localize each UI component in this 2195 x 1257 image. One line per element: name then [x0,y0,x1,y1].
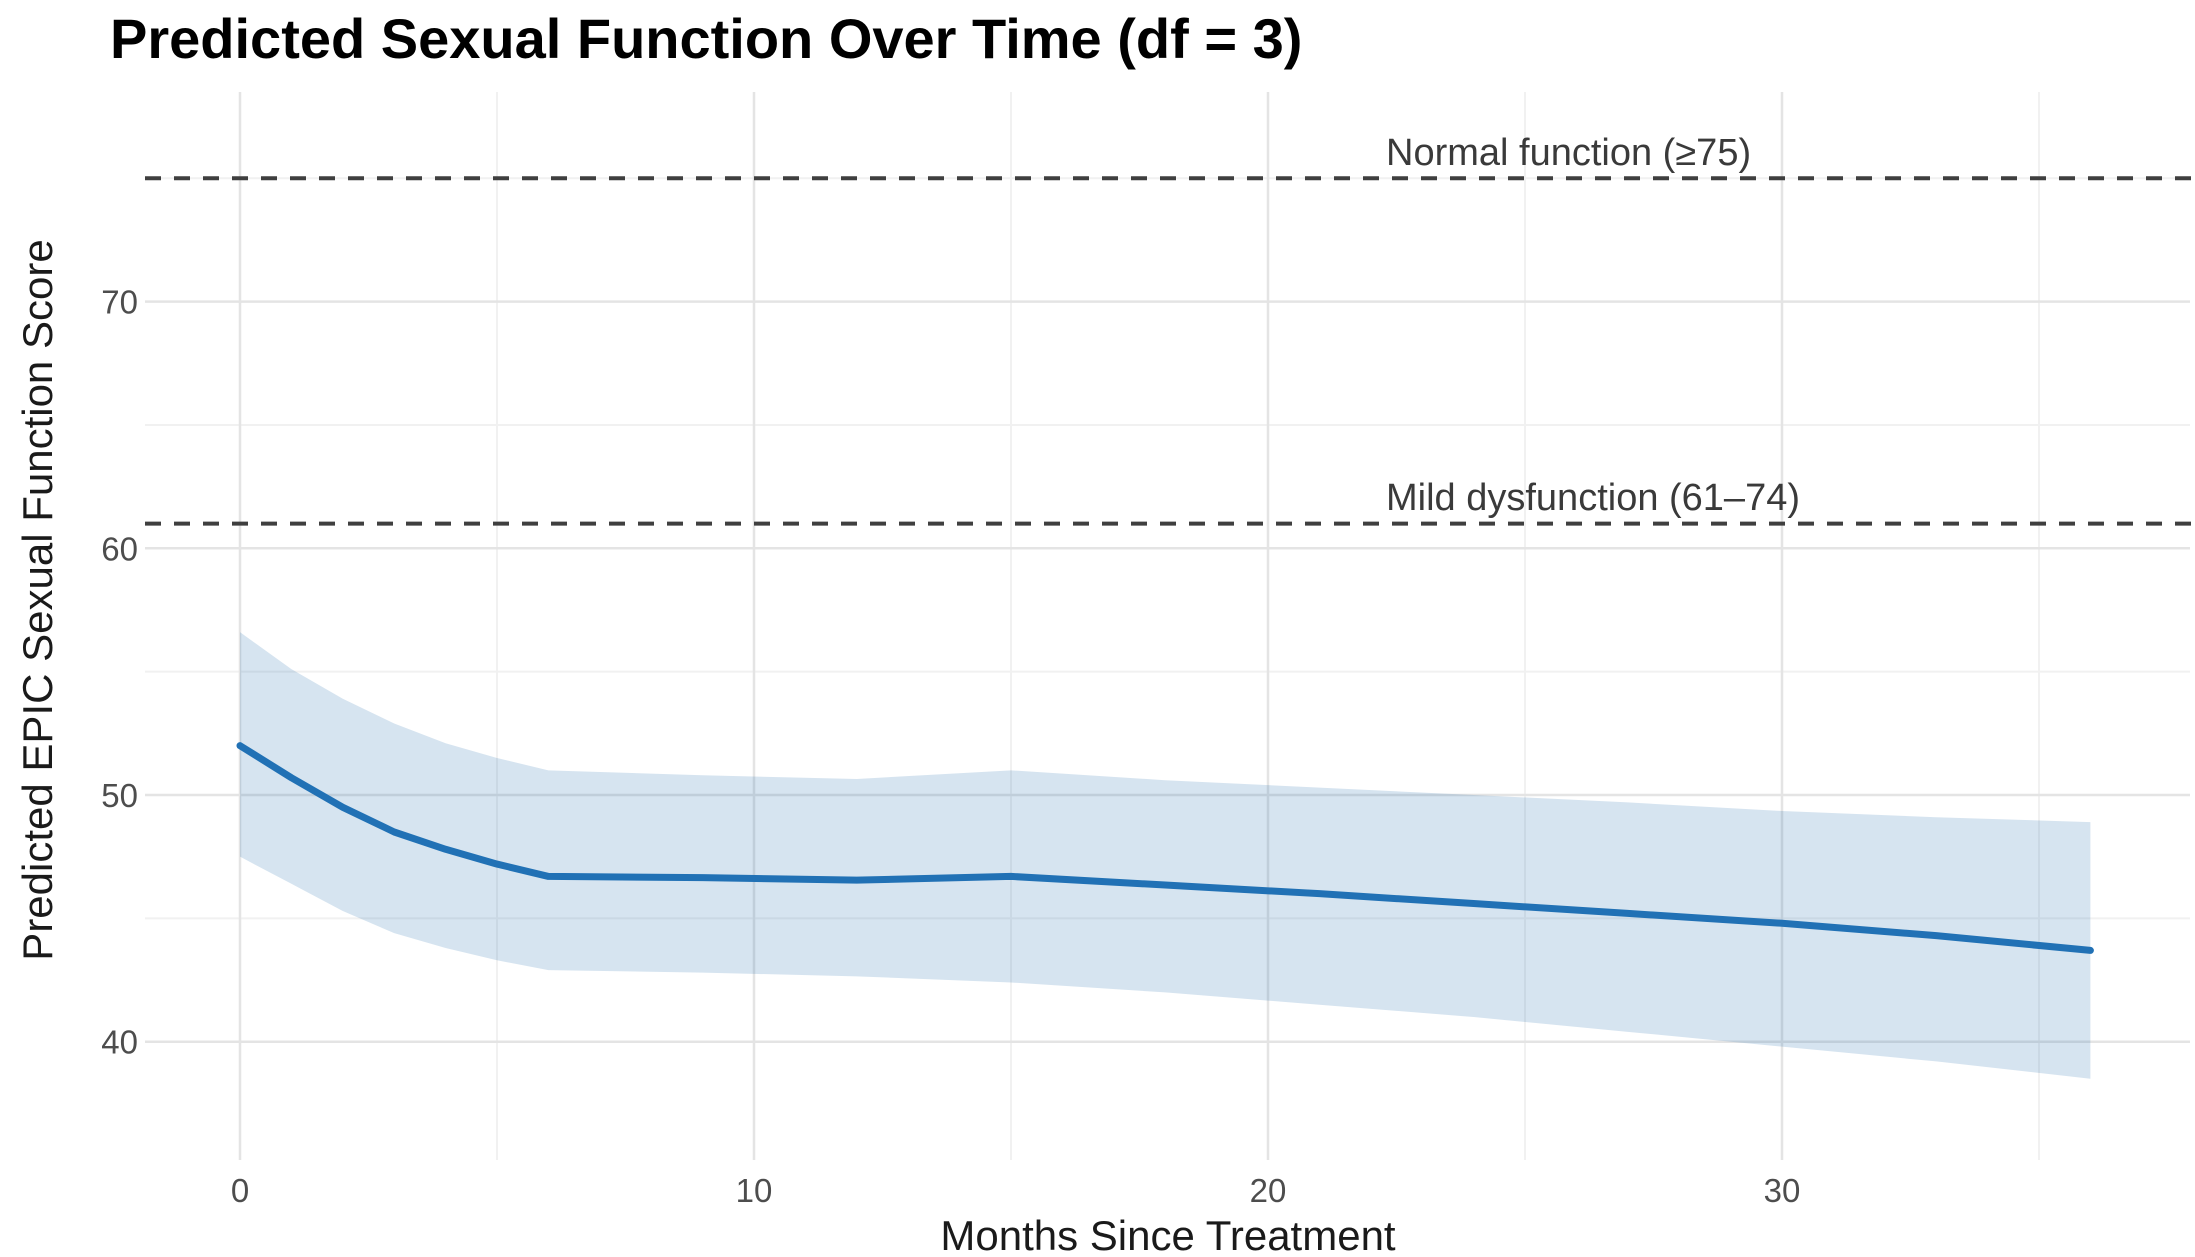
gridlines-major [145,92,2190,1160]
reference-label-mild: Mild dysfunction (61–74) [1386,477,1800,519]
x-tick-label-10: 10 [736,1172,773,1209]
gridlines-minor [145,92,2190,1160]
fit-line [236,742,2094,954]
y-tick-label-50: 50 [101,777,138,814]
y-tick-label-40: 40 [101,1024,138,1061]
x-axis-tick-labels: 0 10 20 30 [231,1172,1801,1209]
reference-lines [145,176,2195,526]
x-axis-title: Months Since Treatment [940,1212,1396,1257]
y-axis-title: Predicted EPIC Sexual Function Score [14,239,61,960]
confidence-ribbon [240,632,2091,1079]
y-tick-label-60: 60 [101,530,138,567]
chart-title: Predicted Sexual Function Over Time (df … [110,7,1302,70]
x-tick-label-30: 30 [1764,1172,1801,1209]
x-tick-label-0: 0 [231,1172,249,1209]
y-tick-label-70: 70 [101,284,138,321]
reference-label-normal: Normal function (≥75) [1386,132,1751,174]
x-tick-label-20: 20 [1250,1172,1287,1209]
y-axis-tick-labels: 40 50 60 70 [101,284,138,1061]
